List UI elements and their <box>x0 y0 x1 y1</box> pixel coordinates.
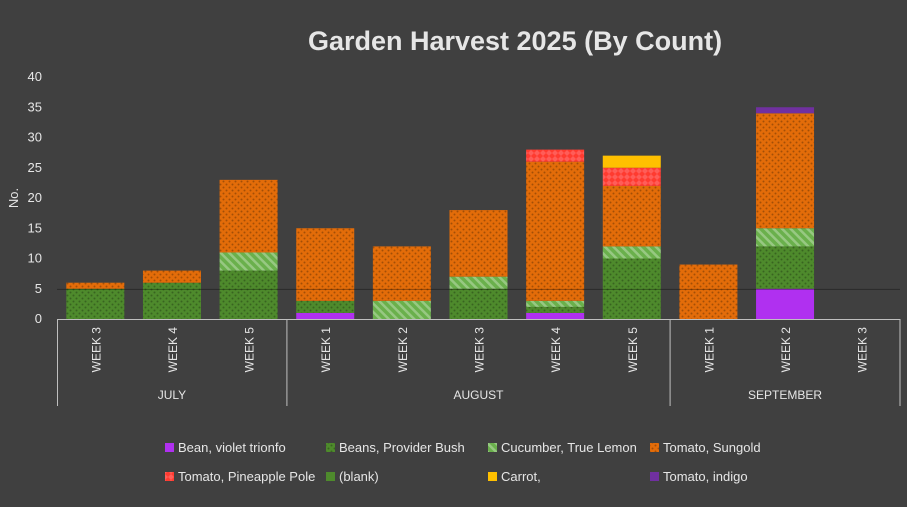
bar-segment <box>66 288 125 319</box>
legend-swatch <box>650 443 659 452</box>
bar-segment <box>142 270 201 283</box>
bar-segment <box>449 288 508 319</box>
bar-segment <box>66 282 125 289</box>
x-axis: WEEK 3 WEEK 4 WEEK 5 WEEK 1 WEEK 2 WEEK 3 WEEK… <box>57 319 901 406</box>
legend-swatch <box>650 472 659 481</box>
y-tick-label: 10 <box>28 251 42 266</box>
legend-swatch <box>326 443 335 452</box>
bar-segment <box>526 306 585 313</box>
month-label: SEPTEMBER <box>748 388 822 402</box>
x-tick-label: WEEK 3 <box>856 327 870 373</box>
legend-label: Cucumber, True Lemon <box>501 440 637 455</box>
bar-segment <box>756 246 815 289</box>
bar-segment <box>219 179 278 253</box>
bar-segment <box>602 185 661 247</box>
legend-swatch <box>165 472 174 481</box>
legend-label: Carrot, <box>501 469 541 484</box>
bar-segment <box>372 246 431 301</box>
month-label: AUGUST <box>453 388 504 402</box>
chart-title: Garden Harvest 2025 (By Count) <box>308 26 722 56</box>
legend: Bean, violet trionfo Beans, Provider Bush… <box>165 440 761 484</box>
bar-segment <box>756 228 815 247</box>
x-tick-label: WEEK 2 <box>779 327 793 373</box>
legend-label: Bean, violet trionfo <box>178 440 286 455</box>
bar-segment <box>756 113 815 229</box>
x-tick-label: WEEK 5 <box>626 327 640 373</box>
bar-segment <box>526 312 585 319</box>
legend-item: Tomato, Sungold <box>650 440 761 455</box>
y-axis-label: No. <box>6 188 21 208</box>
legend-swatch <box>488 472 497 481</box>
legend-swatch <box>326 472 335 481</box>
bar-segment <box>756 107 815 114</box>
legend-label: Tomato, Sungold <box>663 440 761 455</box>
bar-segment <box>296 228 355 301</box>
x-tick-label: WEEK 1 <box>702 327 716 373</box>
y-tick-label: 0 <box>35 311 42 326</box>
y-tick-label: 25 <box>28 160 42 175</box>
legend-item: Beans, Provider Bush <box>326 440 465 455</box>
bar-segment <box>219 252 278 271</box>
x-tick-label: WEEK 4 <box>549 327 563 373</box>
bar-segment <box>602 155 661 168</box>
plot-area <box>57 107 900 319</box>
legend-label: (blank) <box>339 469 379 484</box>
legend-item: Tomato, Pineapple Pole <box>165 469 315 484</box>
y-tick-label: 15 <box>28 220 42 235</box>
month-label: JULY <box>158 388 186 402</box>
bar-segment <box>449 210 508 277</box>
bar-segment <box>602 246 661 259</box>
bar-segment <box>602 167 661 186</box>
bar-segment <box>526 300 585 307</box>
legend-item: (blank) <box>326 469 379 484</box>
bar-segment <box>526 161 585 301</box>
bar-segment <box>219 270 278 319</box>
bar-segment <box>296 312 355 319</box>
legend-item: Cucumber, True Lemon <box>488 440 637 455</box>
bar-segment <box>449 276 508 289</box>
y-tick-label: 40 <box>28 69 42 84</box>
y-tick-label: 35 <box>28 99 42 114</box>
legend-item: Bean, violet trionfo <box>165 440 286 455</box>
bar-segment <box>372 300 431 319</box>
x-tick-label: WEEK 5 <box>243 327 257 373</box>
y-tick-label: 5 <box>35 281 42 296</box>
legend-item: Tomato, indigo <box>650 469 748 484</box>
x-tick-label: WEEK 2 <box>396 327 410 373</box>
bar-segment <box>679 264 738 319</box>
x-tick-label: WEEK 1 <box>319 327 333 373</box>
y-tick-label: 20 <box>28 190 42 205</box>
y-axis: 0 5 10 15 20 25 30 35 40 <box>28 69 42 326</box>
x-tick-label: WEEK 3 <box>473 327 487 373</box>
y-tick-label: 30 <box>28 130 42 145</box>
x-tick-label: WEEK 3 <box>89 327 103 373</box>
legend-label: Tomato, indigo <box>663 469 748 484</box>
bar-segment <box>296 300 355 313</box>
legend-label: Beans, Provider Bush <box>339 440 465 455</box>
bar-segment <box>602 258 661 319</box>
bar-segment <box>142 282 201 319</box>
legend-item: Carrot, <box>488 469 541 484</box>
x-tick-label: WEEK 4 <box>166 327 180 373</box>
legend-swatch <box>165 443 174 452</box>
bar-segment <box>526 149 585 162</box>
bar-segment <box>756 288 815 319</box>
legend-swatch <box>488 443 497 452</box>
legend-label: Tomato, Pineapple Pole <box>178 469 315 484</box>
